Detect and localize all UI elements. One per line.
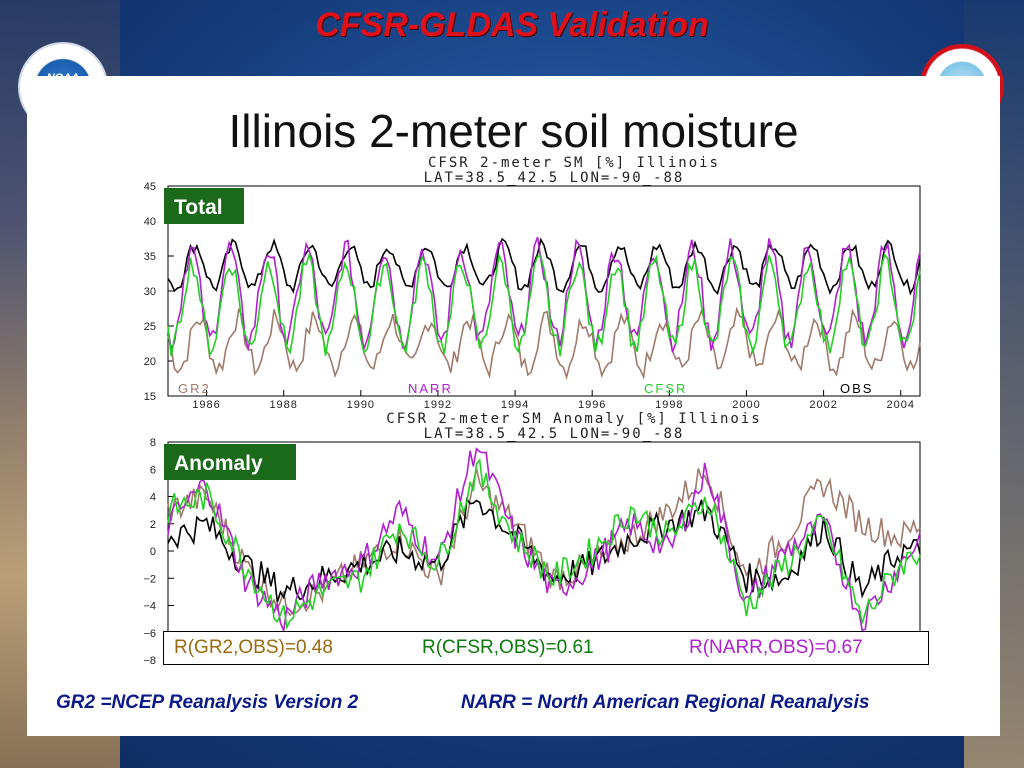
correlation-legend: R(GR2,OBS)=0.48 R(CFSR,OBS)=0.61 R(NARR,… xyxy=(163,631,929,665)
y-tick-label: 4 xyxy=(150,492,156,504)
chart-subtitle: LAT=38.5_42.5 LON=-90_-88 xyxy=(424,426,685,442)
legend-label-obs: OBS xyxy=(840,381,873,396)
x-tick-label: 1988 xyxy=(269,399,297,411)
y-tick-label: −6 xyxy=(143,628,156,640)
x-tick-label: 1986 xyxy=(192,399,220,411)
y-tick-label: 8 xyxy=(150,437,156,449)
corr-cfsr: R(CFSR,OBS)=0.61 xyxy=(422,637,594,658)
y-tick-label: −2 xyxy=(143,573,156,585)
x-tick-label: 2004 xyxy=(886,399,914,411)
corr-gr2: R(GR2,OBS)=0.48 xyxy=(174,637,333,658)
series-line-obs xyxy=(167,497,921,603)
x-tick-label: 1992 xyxy=(424,399,452,411)
x-tick-label: 1990 xyxy=(347,399,375,411)
x-tick-label: 1998 xyxy=(655,399,683,411)
chart-badge-label: Anomaly xyxy=(174,452,263,475)
legend-label-narr: NARR xyxy=(408,381,453,396)
series-line-obs xyxy=(167,237,921,296)
y-tick-label: 35 xyxy=(144,251,156,263)
footer-gr2-note: GR2 =NCEP Reanalysis Version 2 xyxy=(56,692,359,713)
headline: Illinois 2-meter soil moisture xyxy=(228,105,799,157)
plot-frame xyxy=(167,185,921,397)
corr-narr: R(NARR,OBS)=0.67 xyxy=(689,637,863,658)
series-line-cfsr xyxy=(167,251,921,358)
y-tick-label: 0 xyxy=(150,546,156,558)
chart-title: CFSR 2-meter SM [%] Illinois xyxy=(428,155,720,171)
y-tick-label: 15 xyxy=(144,391,156,403)
footer-narr-note: NARR = North American Regional Reanalysi… xyxy=(461,692,870,713)
series-line-gr2 xyxy=(167,306,921,381)
y-tick-label: 40 xyxy=(144,216,156,228)
y-tick-label: 30 xyxy=(144,286,156,298)
y-tick-label: 45 xyxy=(144,181,156,193)
y-tick-label: 2 xyxy=(150,519,156,531)
slide-title: CFSR-GLDAS Validation xyxy=(315,6,709,44)
x-tick-label: 2000 xyxy=(732,399,760,411)
y-tick-label: −8 xyxy=(143,655,156,667)
chart-title: CFSR 2-meter SM Anomaly [%] Illinois xyxy=(386,411,761,427)
x-tick-label: 1996 xyxy=(578,399,606,411)
y-tick-label: −4 xyxy=(143,601,156,613)
legend-label-cfsr: CFSR xyxy=(644,381,687,396)
chart-badge xyxy=(164,444,296,480)
chart-subtitle: LAT=38.5_42.5 LON=-90_-88 xyxy=(424,170,685,186)
x-tick-label: 1994 xyxy=(501,399,529,411)
chart-badge xyxy=(164,188,244,224)
x-tick-label: 2002 xyxy=(809,399,837,411)
y-tick-label: 25 xyxy=(144,321,156,333)
y-tick-label: 20 xyxy=(144,356,156,368)
y-tick-label: 6 xyxy=(150,464,156,476)
series-line-cfsr xyxy=(167,458,921,630)
legend-label-gr2: GR2 xyxy=(178,381,211,396)
chart-badge-label: Total xyxy=(174,196,223,219)
